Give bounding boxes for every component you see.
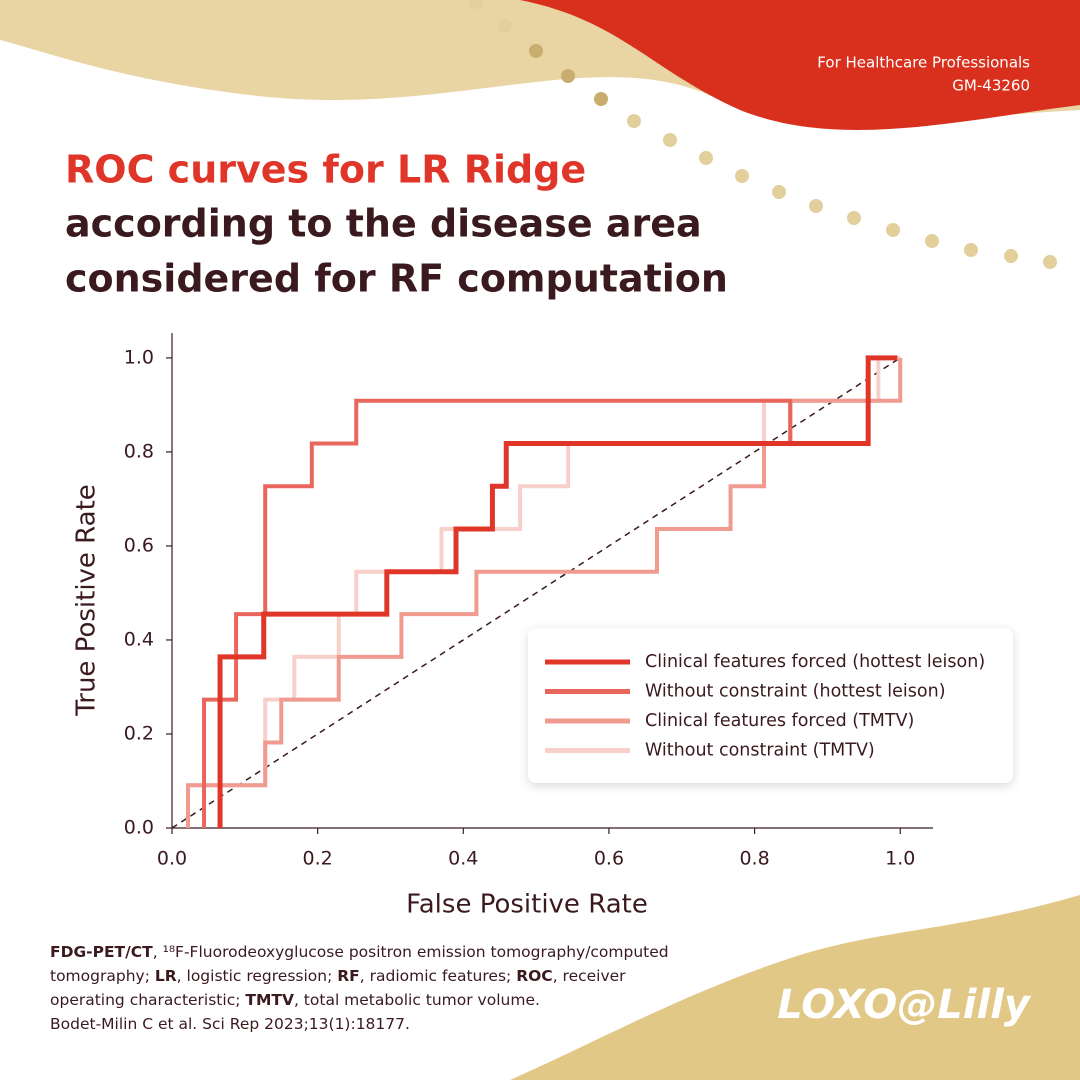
y-tick-label: 0.4 bbox=[124, 628, 154, 650]
chart-title: considered for RF computation bbox=[65, 257, 728, 301]
y-tick-label: 0.8 bbox=[124, 440, 154, 462]
y-tick-label: 1.0 bbox=[124, 346, 154, 368]
y-tick-label: 0.2 bbox=[124, 722, 154, 744]
job-code: GM-43260 bbox=[952, 77, 1030, 95]
footnote-term: TMTV bbox=[245, 991, 294, 1009]
legend-label: Without constraint (hottest leison) bbox=[645, 682, 946, 702]
legend-label: Clinical features forced (TMTV) bbox=[645, 711, 914, 731]
footnote-text: FDG-PET/CT, ¹⁸F-Fluorodeoxyglucose posit… bbox=[50, 943, 669, 1009]
roc-curve bbox=[217, 355, 898, 828]
roc-curve bbox=[202, 398, 793, 828]
x-tick-label: 0.2 bbox=[303, 848, 333, 870]
x-tick-label: 0.0 bbox=[157, 848, 187, 870]
background-shape bbox=[510, 895, 1080, 1080]
footnote-definition: , ¹⁸F-Fluorodeoxyglucose positron emissi… bbox=[50, 943, 669, 985]
x-tick-label: 1.0 bbox=[885, 848, 915, 870]
citation: Bodet-Milin C et al. Sci Rep 2023;13(1):… bbox=[50, 1015, 410, 1033]
footnote-term: FDG-PET/CT bbox=[50, 943, 153, 961]
footnote-term: RF bbox=[337, 967, 360, 985]
footnote-definition: , radiomic features; bbox=[359, 967, 517, 985]
footnote-term: ROC bbox=[516, 967, 553, 985]
x-tick-label: 0.8 bbox=[739, 848, 769, 870]
x-tick-label: 0.4 bbox=[448, 848, 478, 870]
chart-title: according to the disease area bbox=[65, 202, 702, 246]
logo: LOXO@Lilly bbox=[777, 982, 1032, 1028]
footnote-definition: , logistic regression; bbox=[176, 967, 338, 985]
dot-arc bbox=[469, 0, 1057, 269]
x-tick-label: 0.6 bbox=[594, 848, 624, 870]
y-tick-label: 0.6 bbox=[124, 534, 154, 556]
x-axis-label: False Positive Rate bbox=[406, 890, 648, 920]
background-shape bbox=[520, 0, 1080, 130]
footnote-term: LR bbox=[154, 967, 177, 985]
plot-area: 0.0 0.2 0.4 0.6 0.8 1.0 0.0 0.2 0.4 0.6 0.8 1.0 Clin… bbox=[124, 333, 1013, 870]
footnote: FDG-PET/CT, ¹⁸F-Fluorodeoxyglucose posit… bbox=[50, 940, 700, 1036]
y-axis-label: True Positive Rate bbox=[72, 484, 102, 717]
chart-title: ROC curves for LR Ridge bbox=[65, 148, 586, 192]
audience-note: For Healthcare Professionals bbox=[817, 54, 1030, 72]
legend-label: Clinical features forced (hottest leison… bbox=[645, 652, 985, 672]
footnote-definition: , receiver operating characteristic; bbox=[50, 967, 626, 1009]
legend-box bbox=[528, 628, 1013, 783]
y-tick-label: 0.0 bbox=[124, 817, 154, 839]
footnote-definition: , total metabolic tumor volume. bbox=[293, 991, 540, 1009]
reference-line bbox=[171, 357, 901, 829]
legend-label: Without constraint (TMTV) bbox=[645, 741, 875, 761]
